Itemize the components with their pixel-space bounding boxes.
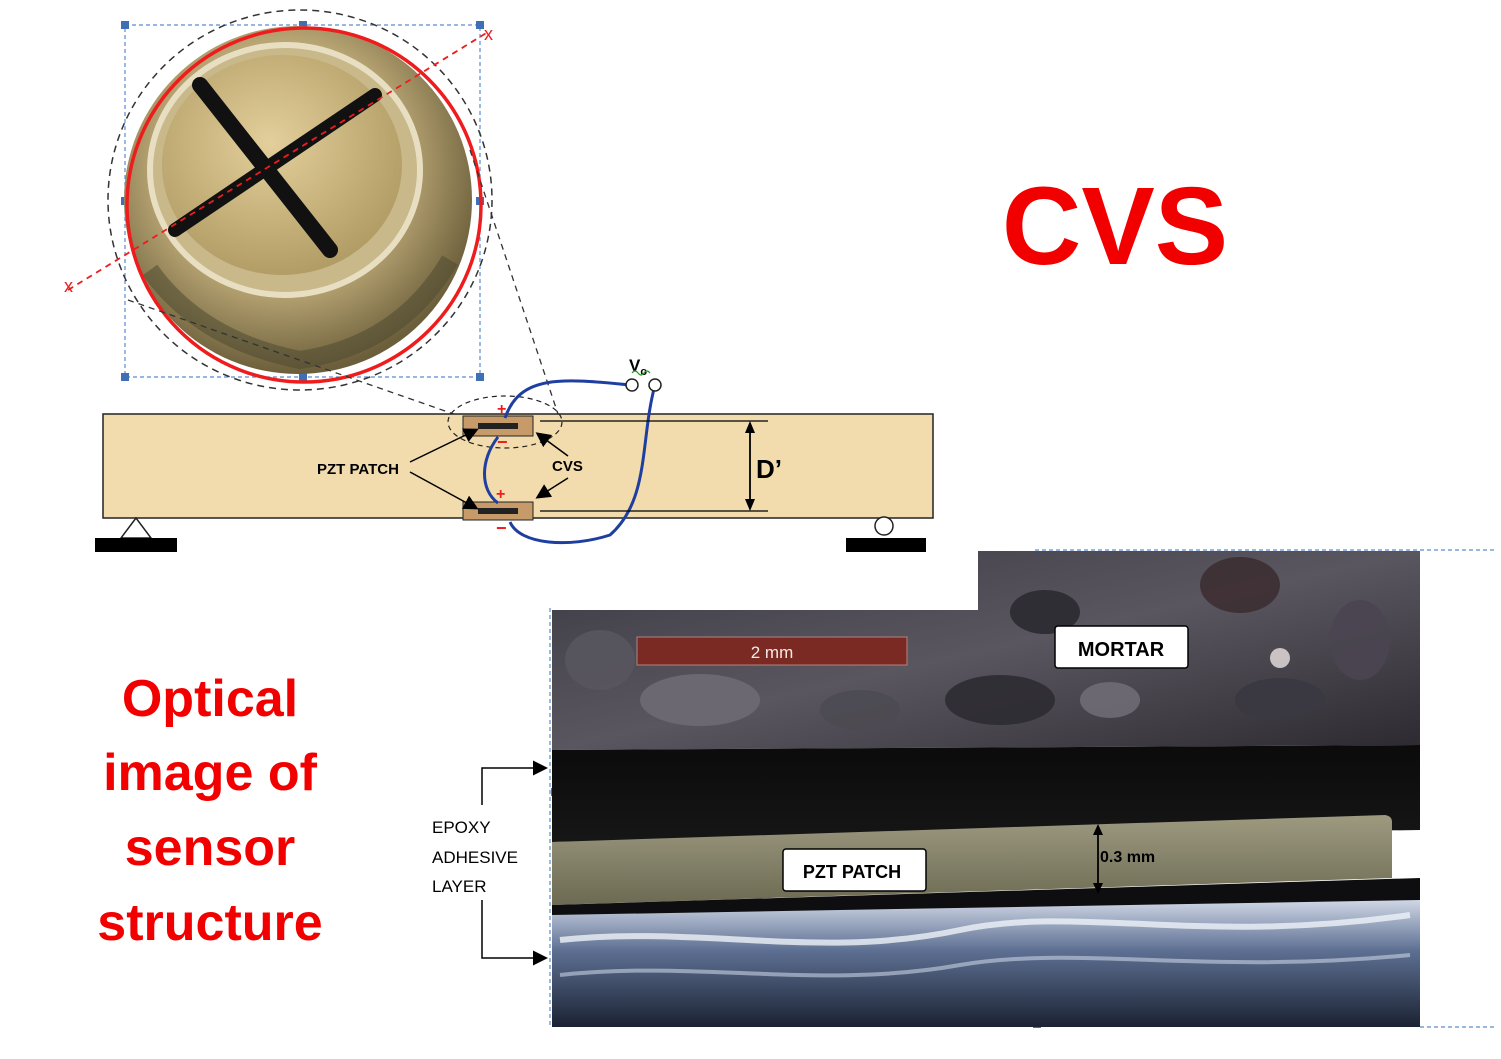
epoxy-arrow-top bbox=[481, 760, 548, 805]
mortar-region bbox=[552, 551, 1420, 750]
epoxy-arrow-bottom bbox=[481, 900, 548, 966]
caption-optical-image: Optical image of sensor structure bbox=[97, 670, 322, 952]
mortar-label-box bbox=[1054, 625, 1189, 669]
voltage-label: Vo bbox=[629, 356, 647, 378]
cvs-arrow-bottom bbox=[535, 477, 569, 499]
terminal-right bbox=[648, 378, 662, 392]
epoxy-layer-bottom bbox=[552, 878, 1420, 920]
mortar-label: MORTAR bbox=[1078, 639, 1165, 661]
roller-support bbox=[874, 516, 894, 536]
zoom-connector-left bbox=[127, 299, 466, 419]
beam-schematic: + − + − Vo PZT PATCH CVS D’ bbox=[95, 356, 934, 552]
caption-line-1: Optical bbox=[122, 670, 298, 728]
scale-bar-label: 2 mm bbox=[751, 643, 794, 662]
cvs-label: CVS bbox=[552, 458, 583, 475]
aggregate-stones bbox=[565, 557, 1390, 730]
pzt-patch-label: PZT PATCH bbox=[317, 461, 399, 478]
scale-bar bbox=[636, 636, 908, 666]
title-cvs: CVS bbox=[1002, 165, 1228, 288]
zoom-outline-circle bbox=[107, 9, 493, 391]
cvs-arrow-top bbox=[535, 432, 569, 457]
optical-micrograph: 2 mm MORTAR PZT PATCH 0.3 mm EPOXY ADHES… bbox=[432, 549, 1497, 1028]
pzt-patch-section bbox=[552, 815, 1392, 905]
pzt-patch-bottom bbox=[478, 508, 518, 514]
sensor-photo-zoom: x x bbox=[64, 9, 561, 421]
thickness-label: 0.3 mm bbox=[1100, 849, 1155, 866]
x-axis-line bbox=[67, 31, 489, 291]
caption-line-3: sensor bbox=[125, 819, 296, 877]
minus-sign-bottom: − bbox=[496, 518, 507, 538]
epoxy-label-line-3: LAYER bbox=[432, 877, 487, 896]
caption-line-2: image of bbox=[103, 744, 317, 802]
sensor-zoom-ellipse bbox=[447, 395, 563, 449]
sensor-mortar-coating bbox=[142, 255, 458, 370]
epoxy-layer-top bbox=[552, 745, 1420, 842]
pzt-arrow-top bbox=[409, 428, 479, 463]
pzt-arrow-bottom bbox=[409, 471, 479, 510]
voltage-signal-icon bbox=[631, 370, 651, 376]
minus-sign-top: − bbox=[497, 432, 508, 452]
wire-sensor-link bbox=[483, 436, 500, 505]
x-axis-marker-bottom: x bbox=[64, 276, 73, 296]
pzt-label-box bbox=[782, 848, 927, 892]
x-axis-marker-top: x bbox=[484, 24, 493, 44]
zoom-connector-right bbox=[469, 149, 561, 421]
plus-sign-bottom: + bbox=[496, 486, 505, 503]
plus-sign-top: + bbox=[497, 401, 506, 418]
wire-top-lead bbox=[503, 379, 631, 419]
caption-line-4: structure bbox=[97, 894, 322, 952]
epoxy-label-line-1: EPOXY bbox=[432, 818, 491, 837]
terminal-left bbox=[625, 378, 639, 392]
depth-label: D’ bbox=[756, 454, 782, 484]
support-base-left bbox=[95, 538, 177, 552]
pzt-micro-label: PZT PATCH bbox=[803, 862, 901, 882]
substrate-region bbox=[552, 900, 1420, 1027]
epoxy-label-line-2: ADHESIVE bbox=[432, 848, 518, 867]
wire-bottom-lead bbox=[508, 384, 657, 545]
support-base-right bbox=[846, 538, 926, 552]
pin-support bbox=[119, 516, 153, 539]
pzt-patch-top bbox=[478, 423, 518, 429]
sensor-red-circle bbox=[125, 26, 483, 384]
